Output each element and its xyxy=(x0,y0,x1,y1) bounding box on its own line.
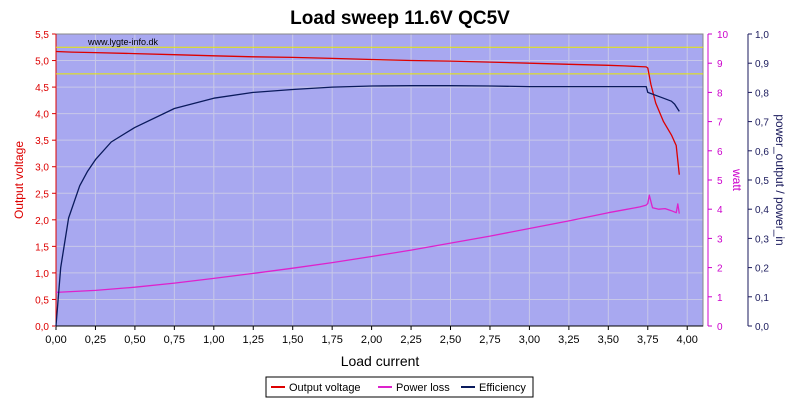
x-tick-label: 1,25 xyxy=(243,334,264,346)
x-tick-label: 2,50 xyxy=(440,334,461,346)
y-right2-tick-label: 0,8 xyxy=(755,88,769,99)
y-right1-tick-label: 8 xyxy=(717,88,723,99)
series-power-loss xyxy=(55,194,680,294)
y-right1-tick-label: 10 xyxy=(717,30,729,41)
y-right1-tick-label: 5 xyxy=(717,176,723,187)
x-tick-label: 3,25 xyxy=(558,334,579,346)
x-tick-label: 2,00 xyxy=(361,334,382,346)
x-tick-label: 0,25 xyxy=(85,334,106,346)
x-tick-label: 0,75 xyxy=(164,334,185,346)
legend-label-voltage: Output voltage xyxy=(289,382,361,394)
x-tick-label: 0,00 xyxy=(45,334,66,346)
x-tick-label: 2,25 xyxy=(400,334,421,346)
series-output-voltage xyxy=(55,50,680,175)
x-tick-label: 3,75 xyxy=(637,334,658,346)
legend: Output voltage Power loss Efficiency xyxy=(265,376,534,398)
y-right2-tick-label: 1,0 xyxy=(755,30,769,41)
y-right1-tick-label: 4 xyxy=(717,205,723,216)
y-left-tick-label: 2,5 xyxy=(35,189,49,200)
y-right1-axis-label: watt xyxy=(730,168,744,192)
x-tick-label: 1,00 xyxy=(203,334,224,346)
x-tick-label: 1,75 xyxy=(321,334,342,346)
plot-background xyxy=(56,34,703,326)
x-tick-label: 1,50 xyxy=(282,334,303,346)
y-right2-tick-label: 0,1 xyxy=(755,293,769,304)
chart-title: Load sweep 11.6V QC5V xyxy=(290,8,510,29)
y-right1-tick-label: 1 xyxy=(717,293,723,304)
y-right1-tick-label: 2 xyxy=(717,264,723,275)
x-tick-label: 2,75 xyxy=(479,334,500,346)
y-right2-tick-label: 0,5 xyxy=(755,176,769,187)
legend-label-efficiency: Efficiency xyxy=(479,382,526,394)
x-axis-label: Load current xyxy=(341,353,420,369)
y-right2-tick-label: 0,0 xyxy=(755,322,769,333)
y-left-tick-label: 0,5 xyxy=(35,295,49,306)
y-left-axis-label: Output voltage xyxy=(12,141,26,219)
y-right2-tick-label: 0,6 xyxy=(755,147,769,158)
plot-area: 0,00 0,25 0,50 0,75 1,00 1,25 1,50 1,75 2,00 2,25… xyxy=(35,30,769,346)
x-tick-label: 3,00 xyxy=(519,334,540,346)
y-left-tick-label: 0,0 xyxy=(35,322,49,333)
y-left-tick-label: 1,5 xyxy=(35,242,49,253)
y-right2-tick-label: 0,4 xyxy=(755,205,769,216)
y-right2-tick-label: 0,9 xyxy=(755,59,769,70)
legend-box xyxy=(265,376,534,398)
y-right1-tick-label: 7 xyxy=(717,118,723,129)
y-right2-tick-label: 0,2 xyxy=(755,264,769,275)
y-left-tick-label: 2,0 xyxy=(35,216,49,227)
y-right2-axis-label: power_output / power_in xyxy=(773,114,787,245)
y-right2-tick-label: 0,3 xyxy=(755,234,769,245)
y-right1-tick-label: 6 xyxy=(717,147,723,158)
x-tick-label: 3,50 xyxy=(598,334,619,346)
y-left-tick-label: 4,0 xyxy=(35,110,49,121)
y-left-tick-label: 3,0 xyxy=(35,163,49,174)
y-left-tick-label: 4,5 xyxy=(35,83,49,94)
legend-label-power-loss: Power loss xyxy=(396,382,450,394)
watermark-text: www.lygte-info.dk xyxy=(87,37,159,47)
y-right1-tick-label: 0 xyxy=(717,322,723,333)
x-tick-label: 0,50 xyxy=(124,334,145,346)
series-efficiency xyxy=(55,85,680,327)
y-left-tick-label: 5,0 xyxy=(35,57,49,68)
y-right2-tick-label: 0,7 xyxy=(755,118,769,129)
y-left-tick-label: 1,0 xyxy=(35,269,49,280)
y-right1-tick-label: 9 xyxy=(717,59,723,70)
y-left-tick-label: 3,5 xyxy=(35,136,49,147)
y-left-tick-label: 5,5 xyxy=(35,30,49,41)
y-right1-tick-label: 3 xyxy=(717,234,723,245)
x-tick-label: 4,00 xyxy=(677,334,698,346)
